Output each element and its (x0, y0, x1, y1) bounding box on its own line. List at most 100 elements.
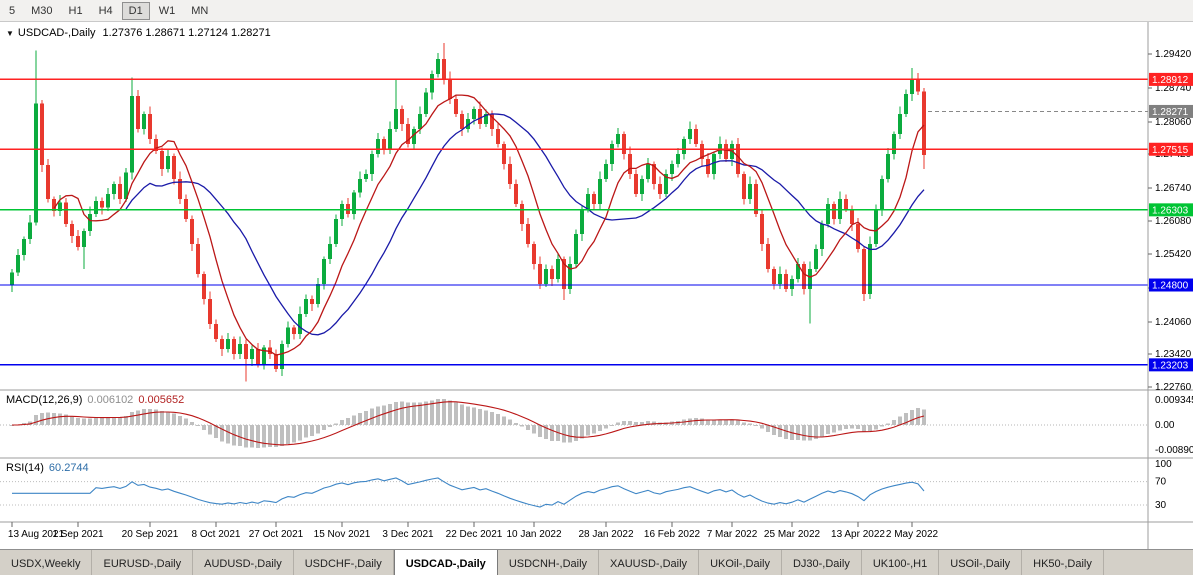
macd-bar (586, 425, 590, 436)
candle-body (508, 164, 512, 184)
chart-tab-hk50-daily[interactable]: HK50-,Daily (1022, 550, 1104, 575)
candle-body (136, 96, 140, 129)
macd-bar (34, 414, 38, 425)
price-line-label (1149, 278, 1193, 292)
macd-bar (916, 408, 920, 425)
macd-bar (568, 425, 572, 443)
candle-body (496, 129, 500, 144)
macd-bar (196, 425, 200, 426)
candle-body (760, 214, 764, 244)
macd-bar (166, 411, 170, 425)
candle-body (598, 179, 602, 204)
macd-bar (424, 401, 428, 425)
macd-bar (82, 418, 86, 425)
candle-body (52, 199, 56, 211)
candle-body (826, 204, 830, 224)
candle-body (184, 199, 188, 219)
candle-body (94, 201, 98, 214)
timeframe-toolbar: 5 M30 H1 H4 D1 W1 MN (0, 0, 1193, 22)
macd-bar (238, 425, 242, 447)
candle-body (772, 269, 776, 284)
candle-body (178, 179, 182, 199)
candle-body (430, 74, 434, 93)
timeframe-button-h1[interactable]: H1 (68, 4, 83, 17)
timeframe-button-h4[interactable]: H4 (98, 4, 113, 17)
chart-tab-uk100-h1[interactable]: UK100-,H1 (862, 550, 940, 575)
price-axis-label: 1.24060 (1155, 317, 1192, 328)
macd-bar (550, 425, 554, 441)
candle-body (790, 279, 794, 289)
ma-fast-line (53, 94, 925, 356)
candle-body (22, 239, 26, 255)
candle-body (478, 109, 482, 124)
candle-body (304, 299, 308, 314)
candle-body (190, 219, 194, 244)
chart-canvas[interactable]: 1.294201.287401.280601.274201.267401.260… (0, 22, 1193, 549)
candle-body (856, 224, 860, 249)
timeframe-button-mn[interactable]: MN (191, 4, 209, 17)
collapse-chart-icon[interactable]: ▼ (6, 29, 14, 38)
candle-body (148, 114, 152, 139)
candle-body (358, 179, 362, 193)
candle-body (208, 299, 212, 324)
macd-bar (562, 425, 566, 443)
macd-bar (784, 425, 788, 439)
timeframe-button-w1[interactable]: W1 (158, 4, 176, 17)
candle-body (460, 114, 464, 129)
macd-bar (754, 425, 758, 426)
candle-body (388, 129, 392, 149)
candle-body (418, 114, 422, 129)
candle-body (802, 264, 806, 289)
chart-tab-usdcad-daily[interactable]: USDCAD-,Daily (393, 550, 498, 575)
macd-bar (136, 410, 140, 425)
macd-bar (268, 425, 272, 448)
candles (10, 43, 926, 382)
chart-window: 1.294201.287401.280601.274201.267401.260… (0, 22, 1193, 549)
timeframe-button-m30[interactable]: M30 (31, 4, 53, 17)
candle-body (274, 354, 278, 369)
macd-bar (292, 425, 296, 443)
candle-body (766, 244, 770, 269)
macd-bar (70, 416, 74, 425)
chart-tab-usoil-daily[interactable]: USOil-,Daily (939, 550, 1023, 575)
chart-tab-eurusd-daily[interactable]: EURUSD-,Daily (92, 550, 194, 575)
macd-bar (622, 421, 626, 425)
chart-tab-audusd-daily[interactable]: AUDUSD-,Daily (193, 550, 294, 575)
macd-bar (880, 425, 884, 427)
chart-tab-usdchf-daily[interactable]: USDCHF-,Daily (294, 550, 394, 575)
candle-body (886, 154, 890, 179)
macd-bar (604, 425, 608, 429)
macd-bar (226, 425, 230, 444)
candle-body (244, 344, 248, 359)
macd-signal-line (11, 401, 925, 446)
date-label: 15 Nov 2021 (314, 529, 371, 540)
candle-body (310, 299, 314, 304)
chart-tab-usdx-weekly[interactable]: USDX,Weekly (0, 550, 93, 575)
current-price-label-text: 1.28271 (1152, 107, 1189, 118)
macd-bar (388, 403, 392, 425)
candle-body (586, 194, 590, 209)
candle-body (382, 139, 386, 149)
candle-body (226, 339, 230, 349)
candle-body (142, 114, 146, 129)
candle-body (520, 204, 524, 224)
timeframe-button-5[interactable]: 5 (9, 4, 16, 17)
macd-bar (496, 414, 500, 425)
chart-tab-xauusd-daily[interactable]: XAUUSD-,Daily (599, 550, 700, 575)
chart-tab-ukoil-daily[interactable]: UKOil-,Daily (699, 550, 782, 575)
macd-bar (256, 425, 260, 449)
candle-body (904, 94, 908, 114)
chart-tab-dj30-daily[interactable]: DJ30-,Daily (782, 550, 862, 575)
candle-body (544, 269, 548, 284)
candle-body (76, 236, 80, 247)
chart-tab-usdcnh-daily[interactable]: USDCNH-,Daily (498, 550, 600, 575)
candle-body (490, 114, 494, 129)
candle-body (682, 139, 686, 154)
macd-bar (760, 425, 764, 429)
timeframe-button-d1[interactable]: D1 (121, 1, 150, 20)
candle-body (322, 259, 326, 284)
macd-bar (484, 410, 488, 425)
candle-body (538, 264, 542, 284)
candle-body (658, 184, 662, 194)
macd-histogram (10, 399, 926, 449)
